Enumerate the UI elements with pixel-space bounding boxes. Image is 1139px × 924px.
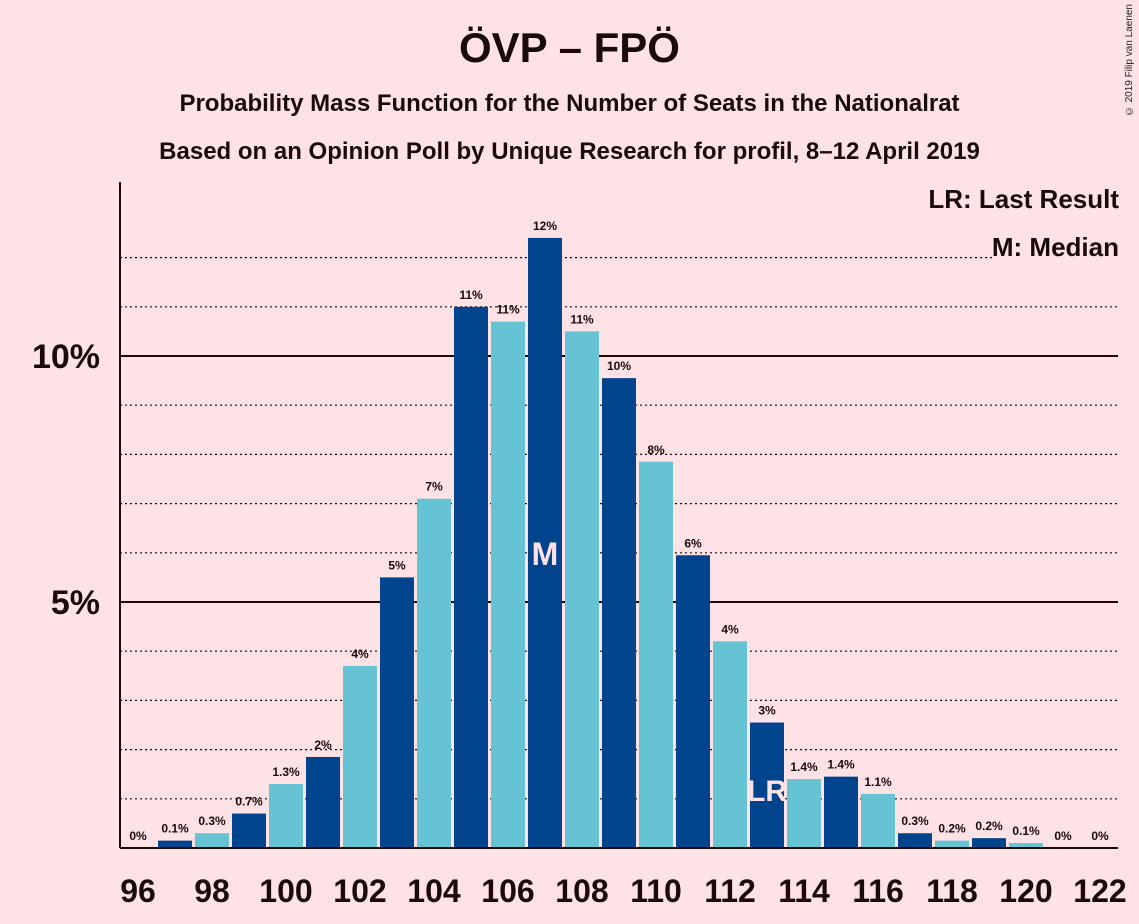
x-tick-label: 96 (120, 873, 156, 909)
chart-subtitle-1: Probability Mass Function for the Number… (179, 90, 960, 117)
bar (306, 756, 340, 848)
data-label: 6% (684, 536, 702, 550)
data-label: 0.2% (975, 819, 1003, 833)
bar (935, 840, 969, 848)
bar (898, 833, 932, 848)
bar (380, 577, 414, 848)
data-label: 11% (570, 312, 594, 326)
x-tick-label: 122 (1073, 873, 1126, 909)
last-result-marker: LR (747, 775, 787, 808)
x-tick-label: 110 (630, 873, 682, 909)
data-label: 0.7% (235, 795, 263, 809)
x-tick-label: 106 (481, 873, 534, 909)
data-label: 1.4% (790, 760, 818, 774)
data-label: 1.1% (864, 775, 892, 789)
x-tick-label: 104 (407, 873, 461, 909)
data-label: 2% (314, 738, 332, 752)
chart-subtitle-2: Based on an Opinion Poll by Unique Resea… (159, 138, 980, 165)
data-label: 0% (1091, 829, 1109, 843)
data-label: 5% (388, 558, 406, 572)
bar (1009, 843, 1043, 848)
bar (602, 378, 636, 848)
y-tick-label: 5% (51, 584, 100, 622)
legend-last-result: LR: Last Result (928, 184, 1119, 215)
bar (232, 813, 266, 848)
bar (787, 779, 821, 848)
bar (565, 331, 599, 848)
median-marker: M (532, 536, 559, 572)
x-tick-label: 118 (926, 873, 978, 909)
data-label: 1.4% (827, 758, 855, 772)
bar (824, 776, 858, 848)
bar (491, 321, 525, 848)
data-label: 0.3% (198, 814, 226, 828)
chart-title: ÖVP – FPÖ (459, 24, 680, 71)
data-label: 0.1% (161, 822, 189, 836)
bar (454, 306, 488, 848)
bar (158, 840, 192, 848)
bar (195, 833, 229, 848)
bar (972, 838, 1006, 848)
data-label: 0.1% (1012, 824, 1040, 838)
data-label: 4% (351, 647, 369, 661)
bar (269, 784, 303, 848)
x-tick-label: 108 (555, 873, 608, 909)
legend-median: M: Median (991, 232, 1119, 263)
data-label: 11% (459, 288, 483, 302)
data-label: 8% (647, 443, 665, 457)
bar (528, 237, 562, 849)
y-tick-label: 10% (32, 338, 100, 376)
data-label: 1.3% (272, 765, 300, 779)
data-label: 0.3% (901, 814, 929, 828)
x-tick-label: 98 (194, 873, 230, 909)
data-label: 0% (129, 829, 147, 843)
x-tick-label: 100 (259, 873, 312, 909)
data-label: 11% (496, 303, 520, 317)
data-label: 10% (607, 359, 631, 373)
data-label: 0.2% (938, 822, 966, 836)
data-label: 7% (425, 480, 443, 494)
x-tick-label: 116 (852, 873, 904, 909)
data-label: 0% (1054, 829, 1072, 843)
x-tick-label: 120 (999, 873, 1052, 909)
x-tick-label: 102 (333, 873, 386, 909)
bar (417, 498, 451, 848)
data-label: 12% (533, 219, 557, 233)
bar (750, 722, 784, 848)
bar (343, 665, 377, 848)
x-tick-label: 114 (778, 873, 830, 909)
bar (639, 461, 673, 848)
bar (861, 793, 895, 848)
bar (713, 641, 747, 848)
x-tick-label: 112 (704, 873, 756, 909)
data-label: 4% (721, 622, 739, 636)
bar (676, 555, 710, 848)
data-label: 3% (758, 704, 776, 718)
